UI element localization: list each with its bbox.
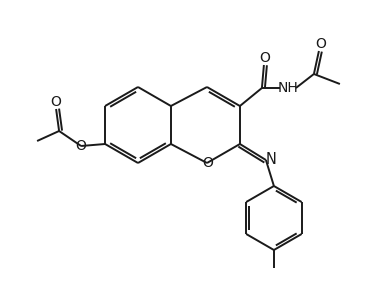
Text: N: N [266,153,276,168]
Text: O: O [51,95,61,109]
Text: O: O [76,139,86,153]
Text: NH: NH [278,81,298,95]
Text: O: O [259,51,270,65]
Text: O: O [203,156,213,170]
Text: O: O [315,37,326,51]
